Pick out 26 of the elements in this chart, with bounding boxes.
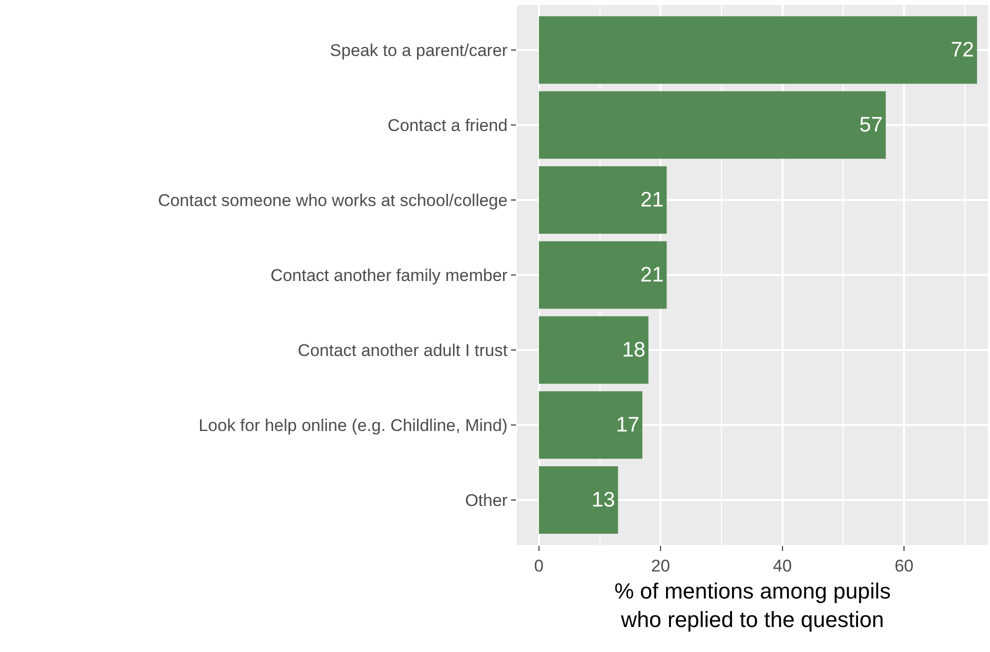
x-axis-title: % of mentions among pupils who replied to the question [614, 578, 891, 632]
y-tick-label: Contact someone who works at school/college [158, 190, 508, 210]
bar [538, 466, 618, 534]
x-tick-label: 40 [772, 556, 792, 576]
data-label: 18 [622, 338, 646, 362]
x-tick-label: 20 [651, 556, 670, 576]
data-label: 17 [616, 414, 640, 436]
data-label: 13 [592, 488, 616, 512]
data-label: 57 [859, 114, 883, 136]
y-tick-label: Contact a friend [388, 116, 508, 135]
y-tick-label: Look for help online (e.g. Childline, Mind) [198, 416, 508, 435]
bar [538, 316, 648, 384]
data-label: 72 [950, 38, 974, 62]
bar [538, 241, 667, 309]
data-label: 21 [640, 188, 664, 212]
x-tick-label: 60 [894, 556, 914, 576]
bar [538, 166, 667, 234]
y-tick-label: Contact another family member [270, 266, 508, 285]
bar [538, 391, 642, 459]
x-tick-label: 0 [534, 556, 544, 576]
data-label: 21 [640, 264, 664, 286]
y-tick-label: Speak to a parent/carer [330, 40, 508, 60]
bar [538, 91, 886, 159]
y-tick-label: Contact another adult I trust [298, 340, 508, 360]
bar [538, 16, 978, 84]
y-tick-label: Other [465, 490, 508, 510]
